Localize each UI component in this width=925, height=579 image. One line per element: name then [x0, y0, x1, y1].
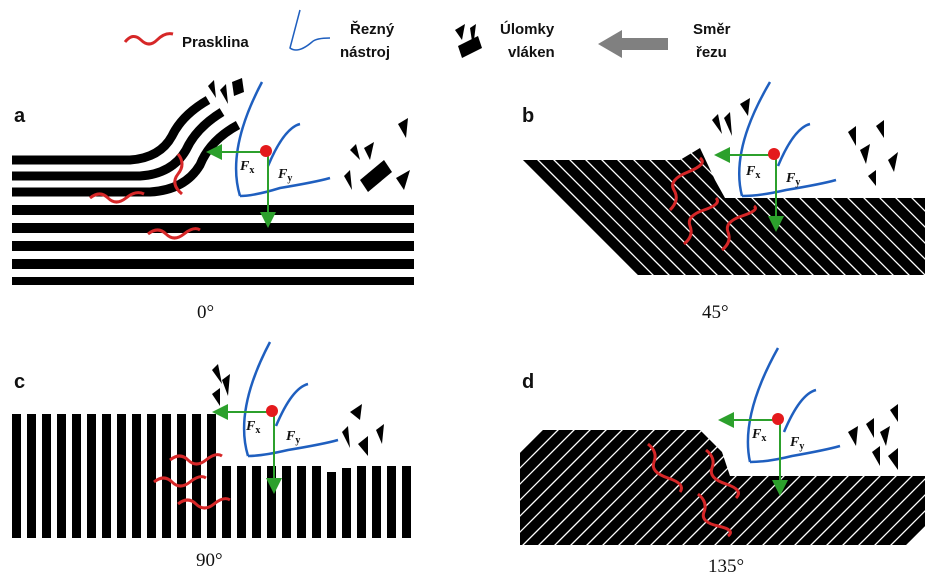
force-label-fx: Fx [245, 419, 260, 436]
cutting-tool [738, 81, 837, 198]
angle-label-a: 0° [197, 302, 214, 323]
diagonal-fibers [520, 430, 925, 545]
tool-tip-point [772, 413, 784, 425]
fiber-debris [848, 404, 898, 470]
panel-a: a [12, 78, 414, 323]
fiber-debris [208, 78, 410, 192]
legend: Prasklina Řezný nástroj Úlomky vláken Sm… [123, 9, 731, 61]
tool-tip-point [768, 148, 780, 160]
force-label-fy: Fy [789, 435, 804, 452]
force-label-fx: Fx [239, 159, 254, 176]
legend-debris-label-1: Úlomky [500, 20, 555, 38]
force-arrows [206, 144, 276, 228]
cracks [153, 453, 231, 510]
force-label-fx: Fx [745, 164, 760, 181]
cracks [647, 442, 740, 538]
angle-label-c: 90° [196, 550, 223, 571]
force-label-fy: Fy [785, 171, 800, 188]
panel-d: d [520, 347, 925, 577]
panel-letter-c: c [14, 371, 25, 393]
force-arrows [714, 147, 784, 232]
diagonal-fibers [520, 148, 925, 275]
crack-icon [123, 32, 174, 46]
tool-tip-point [260, 145, 272, 157]
panel-letter-a: a [14, 105, 26, 127]
panel-letter-d: d [522, 371, 534, 393]
cutting-tool [746, 347, 841, 464]
force-label-fy: Fy [285, 429, 300, 446]
panel-c: c [12, 341, 411, 571]
angle-label-b: 45° [702, 302, 729, 323]
cutting-tool-icon [289, 9, 331, 51]
legend-crack-label: Prasklina [182, 34, 249, 51]
tool-tip-point [266, 405, 278, 417]
cutting-direction-arrow-icon [598, 30, 668, 58]
fiber-layers [12, 205, 414, 285]
legend-direction-label-2: řezu [696, 44, 727, 61]
force-arrows [718, 412, 788, 496]
cutting-tool [234, 81, 331, 198]
force-arrows [212, 404, 282, 494]
legend-tool-label-1: Řezný [350, 20, 395, 38]
chip-gap [350, 198, 370, 205]
legend-tool-label-2: nástroj [340, 44, 390, 61]
cracks [89, 153, 201, 240]
panel-b: b [520, 81, 925, 323]
legend-debris-label-2: vláken [508, 44, 555, 61]
panel-letter-b: b [522, 105, 534, 127]
force-label-fy: Fy [277, 167, 292, 184]
angle-label-d: 135° [708, 556, 744, 577]
legend-direction-label-1: Směr [693, 21, 731, 38]
fiber-debris [712, 98, 898, 186]
vertical-fibers [12, 414, 411, 538]
fiber-debris [212, 364, 384, 456]
bent-fibers [12, 96, 241, 197]
cracks [668, 156, 757, 252]
fiber-debris-icon [455, 24, 482, 58]
cutting-tool [242, 341, 339, 458]
force-label-fx: Fx [751, 427, 766, 444]
